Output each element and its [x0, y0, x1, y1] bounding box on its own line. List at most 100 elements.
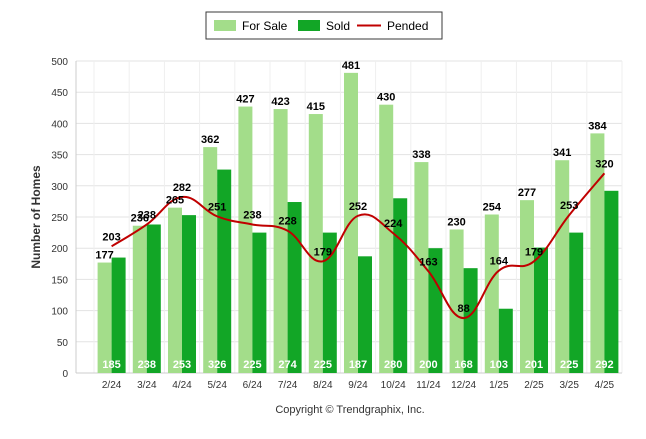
- pended-value-label: 179: [314, 246, 332, 258]
- y-tick-label: 50: [57, 338, 69, 349]
- for-sale-bar: [414, 162, 429, 373]
- for-sale-value-label: 384: [588, 120, 607, 132]
- for-sale-value-label: 481: [342, 60, 360, 72]
- for-sale-value-label: 177: [95, 250, 113, 262]
- legend-swatch: [298, 20, 320, 31]
- x-tick-label: 5/24: [207, 380, 227, 391]
- bars: [97, 72, 619, 374]
- pended-value-label: 282: [173, 182, 191, 194]
- for-sale-bar: [590, 133, 605, 373]
- sold-bar: [146, 224, 161, 373]
- sold-value-label: 292: [595, 359, 613, 371]
- y-tick-label: 500: [51, 57, 68, 68]
- sold-value-label: 201: [525, 359, 543, 371]
- pended-line-group: [111, 172, 606, 320]
- sold-value-label: 253: [173, 359, 191, 371]
- sold-value-label: 200: [419, 359, 437, 371]
- x-tick-label: 10/24: [381, 380, 406, 391]
- for-sale-bar: [203, 147, 218, 373]
- sold-value-label: 225: [314, 359, 332, 371]
- legend-label: Pended: [387, 19, 428, 33]
- legend-label: For Sale: [242, 19, 288, 33]
- for-sale-bar: [555, 160, 570, 373]
- y-tick-label: 150: [51, 275, 68, 286]
- y-tick-label: 200: [51, 244, 68, 255]
- y-tick-label: 0: [62, 369, 68, 380]
- sold-value-label: 103: [490, 359, 508, 371]
- sold-bar: [182, 215, 196, 373]
- for-sale-bar: [168, 207, 182, 373]
- y-tick-label: 400: [51, 119, 68, 130]
- pended-value-label: 224: [384, 218, 403, 230]
- pended-value-label: 88: [457, 303, 469, 315]
- for-sale-bar: [449, 229, 464, 373]
- x-tick-label: 1/25: [489, 380, 509, 391]
- sold-bar: [428, 248, 443, 373]
- sold-bar: [111, 257, 126, 373]
- for-sale-value-label: 265: [166, 195, 184, 207]
- sold-value-label: 274: [278, 359, 297, 371]
- data-labels: 1771852362382652533623264272254232744152…: [95, 60, 613, 371]
- legend: For Sale Sold Pended: [205, 11, 443, 40]
- sold-value-label: 225: [560, 359, 578, 371]
- sold-bar: [534, 247, 548, 373]
- for-sale-value-label: 230: [447, 216, 465, 228]
- for-sale-bar: [238, 106, 253, 373]
- for-sale-bar: [97, 262, 112, 373]
- pended-value-label: 238: [138, 209, 156, 221]
- sold-bar: [569, 232, 584, 373]
- for-sale-bar: [132, 225, 147, 373]
- pended-value-label: 163: [419, 256, 437, 268]
- sold-bar: [463, 268, 478, 373]
- for-sale-value-label: 415: [307, 101, 325, 113]
- y-tick-label: 450: [51, 88, 68, 99]
- pended-value-label: 253: [560, 200, 578, 212]
- sold-bar: [498, 308, 513, 373]
- x-tick-label: 3/24: [137, 380, 157, 391]
- sold-bar: [252, 232, 267, 373]
- for-sale-bar: [308, 114, 323, 373]
- for-sale-bar: [484, 214, 499, 373]
- sold-value-label: 185: [102, 359, 120, 371]
- for-sale-value-label: 427: [236, 94, 254, 106]
- for-sale-value-label: 338: [412, 149, 430, 161]
- x-tick-label: 11/24: [416, 380, 441, 391]
- sold-bar: [358, 256, 372, 373]
- x-tick-label: 4/24: [172, 380, 192, 391]
- y-tick-label: 250: [51, 213, 68, 224]
- sold-value-label: 326: [208, 359, 226, 371]
- x-tick-label: 8/24: [313, 380, 333, 391]
- legend-swatch: [214, 20, 236, 31]
- for-sale-value-label: 236: [131, 213, 149, 225]
- for-sale-value-label: 423: [271, 96, 289, 108]
- x-tick-label: 7/24: [278, 380, 298, 391]
- x-tick-label: 4/25: [595, 380, 615, 391]
- x-tick-label: 2/25: [524, 380, 544, 391]
- for-sale-value-label: 277: [518, 187, 536, 199]
- x-tick-label: 6/24: [243, 380, 263, 391]
- for-sale-bar: [379, 104, 394, 374]
- x-tick-label: 9/24: [348, 380, 368, 391]
- sold-bar: [322, 232, 337, 373]
- pended-value-label: 251: [208, 201, 226, 213]
- for-sale-value-label: 362: [201, 134, 219, 146]
- x-tick-label: 12/24: [451, 380, 476, 391]
- y-axis-label: Number of Homes: [29, 165, 43, 269]
- for-sale-bar: [520, 200, 534, 373]
- legend-label: Sold: [326, 19, 350, 33]
- pended-line: [111, 172, 606, 320]
- for-sale-value-label: 341: [553, 147, 571, 159]
- pended-value-label: 238: [243, 209, 261, 221]
- sold-value-label: 168: [454, 359, 472, 371]
- sold-bar: [604, 190, 619, 373]
- for-sale-bar: [273, 109, 288, 373]
- y-tick-label: 350: [51, 151, 68, 162]
- for-sale-value-label: 254: [483, 202, 502, 214]
- pended-value-label: 252: [349, 201, 367, 213]
- y-tick-label: 100: [51, 307, 68, 318]
- y-tick-label: 300: [51, 182, 68, 193]
- copyright-text: Copyright © Trendgraphix, Inc.: [275, 404, 424, 416]
- sold-value-label: 238: [138, 359, 156, 371]
